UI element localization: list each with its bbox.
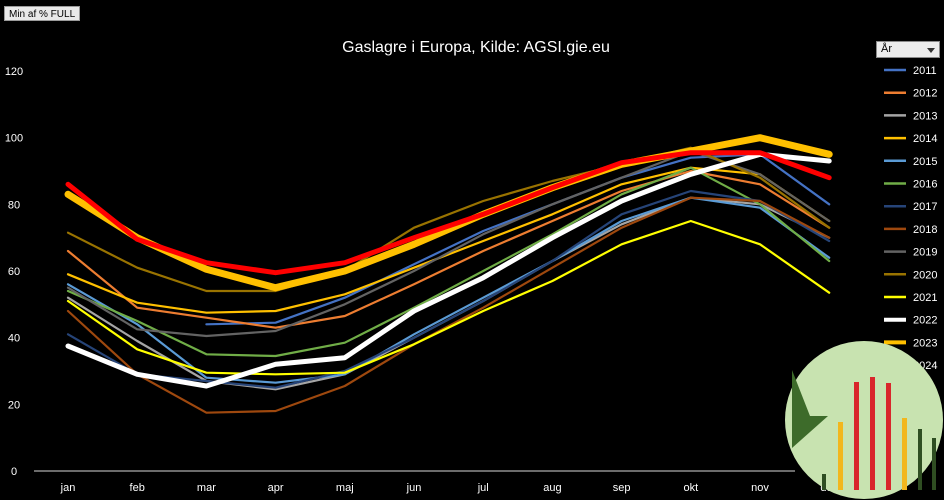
field-button-min-full[interactable]: Min af % FULL [4, 6, 81, 21]
x-tick-label: nov [751, 482, 769, 494]
y-axis-ticks: 0 20 40 60 80 100 120 [5, 66, 23, 478]
y-tick-label: 80 [8, 199, 20, 211]
x-tick-label: maj [336, 482, 354, 494]
x-tick-label: jan [60, 482, 76, 494]
dropdown-arrow-icon [927, 48, 935, 53]
y-tick-label: 20 [8, 399, 20, 411]
chart-title: Gaslagre i Europa, Kilde: AGSI.gie.eu [342, 39, 610, 56]
y-tick-label: 40 [8, 333, 20, 345]
logo [784, 340, 944, 500]
series-line-2023 [64, 134, 833, 292]
year-filter-label: År [881, 43, 892, 55]
x-tick-label: apr [268, 482, 284, 494]
legend-label-2017: 2017 [913, 201, 937, 213]
x-tick-label: mar [197, 482, 216, 494]
x-tick-label: sep [613, 482, 631, 494]
logo-bars [822, 377, 936, 490]
series-line-2024 [65, 150, 832, 276]
y-tick-label: 100 [5, 133, 23, 145]
x-tick-label: okt [683, 482, 698, 494]
series-line-2014 [66, 166, 831, 314]
x-tick-label: jul [477, 482, 489, 494]
legend-label-2012: 2012 [913, 88, 937, 100]
legend-label-2015: 2015 [913, 156, 937, 168]
series-line-2022 [65, 151, 832, 389]
series-line-2021 [66, 219, 831, 376]
legend-label-2011: 2011 [913, 65, 937, 77]
x-tick-label: aug [543, 482, 561, 494]
x-tick-label: jun [406, 482, 422, 494]
legend-label-2013: 2013 [913, 110, 937, 122]
series-line-2011 [205, 153, 831, 326]
year-filter-dropdown[interactable]: År [876, 41, 940, 58]
legend-label-2014: 2014 [913, 133, 937, 145]
x-tick-label: feb [130, 482, 145, 494]
y-tick-label: 60 [8, 266, 20, 278]
legend-label-2021: 2021 [913, 292, 937, 304]
legend-label-2023: 2023 [913, 337, 937, 349]
legend-label-2020: 2020 [913, 269, 937, 281]
series-line-2017 [66, 189, 831, 389]
y-tick-label: 120 [5, 66, 23, 78]
series-line-2016 [66, 166, 831, 358]
x-axis-ticks: janfebmaraprmajjunjulaugsepoktnovdec [60, 482, 839, 494]
y-tick-label: 0 [11, 466, 17, 478]
legend-label-2019: 2019 [913, 247, 937, 259]
series-lines [64, 134, 833, 414]
leaf-icon [792, 370, 828, 448]
legend-label-2018: 2018 [913, 224, 937, 236]
legend-label-2022: 2022 [913, 315, 937, 327]
legend-label-2016: 2016 [913, 179, 937, 191]
series-line-2018 [66, 196, 831, 414]
legend: 2011 2012 2013 2014 2015 2016 2017 2018 2019 2020… [884, 65, 937, 372]
